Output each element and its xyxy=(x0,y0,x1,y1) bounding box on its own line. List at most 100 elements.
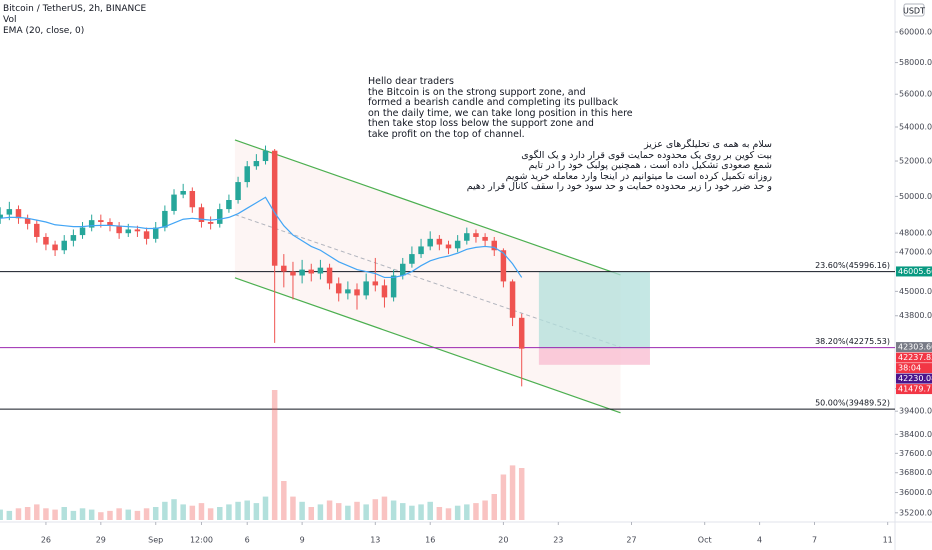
volume-bar xyxy=(418,504,424,520)
volume-bar xyxy=(79,508,86,520)
candle-body xyxy=(363,281,369,296)
volume-bar xyxy=(70,510,77,520)
volume-bar xyxy=(509,465,516,520)
volume-bar xyxy=(381,496,388,520)
annotation-line: the Bitcoin is on the strong support zon… xyxy=(368,86,586,98)
candle-body xyxy=(52,244,58,251)
candle-body xyxy=(98,220,104,222)
candle-body xyxy=(262,150,269,162)
candle-body xyxy=(308,269,315,274)
volume-bar xyxy=(345,505,351,520)
annotation-line: سلام به همه ی تحلیلگرهای عزیز xyxy=(644,139,772,150)
volume-bar xyxy=(162,501,168,520)
volume-bar xyxy=(253,503,260,520)
volume-bar xyxy=(98,512,104,520)
volume-bar xyxy=(445,508,452,520)
volume-bar xyxy=(43,508,49,520)
candle-body xyxy=(482,236,488,241)
price-tag-label: 42237.82 xyxy=(898,353,932,362)
candle-body xyxy=(88,220,95,228)
candle-body xyxy=(24,218,31,224)
annotation-line: شمع صعودی تشکیل داده است ، همچنین پولبک … xyxy=(528,160,772,171)
y-tick-label: 35200.00 xyxy=(899,508,932,517)
candle-body xyxy=(198,207,205,222)
stop-loss-zone xyxy=(538,348,650,365)
volume-bar xyxy=(464,504,470,520)
volume-bar xyxy=(271,390,278,520)
price-tag xyxy=(896,266,932,277)
candle-body xyxy=(427,238,433,247)
candle-body xyxy=(464,233,470,241)
candle-body xyxy=(345,289,351,294)
price-tag-label: 42230.08 xyxy=(898,374,932,383)
volume-bar xyxy=(482,500,488,520)
volume-bar xyxy=(390,500,397,520)
price-tag xyxy=(896,352,932,363)
price-tag xyxy=(896,384,932,395)
candle-body xyxy=(180,190,186,195)
candle-body xyxy=(281,265,287,272)
annotation-line: Hello dear traders xyxy=(368,76,454,87)
annotation: Hello dear traders the Bitcoin is on the … xyxy=(368,76,633,140)
currency-box[interactable] xyxy=(903,3,925,17)
volume-bar xyxy=(198,503,205,520)
price-tag-label: 42303.60 xyxy=(898,343,932,352)
x-tick-label: Oct xyxy=(698,536,712,545)
ema-line xyxy=(0,196,523,279)
y-tick-label: 56000.00 xyxy=(899,90,932,99)
candle-body xyxy=(70,235,77,241)
volume-bar xyxy=(143,508,150,520)
volume-bar xyxy=(24,507,31,520)
volume-bar xyxy=(15,508,22,520)
y-tick-label: 43800.00 xyxy=(899,311,932,320)
y-tick-label: 36800.00 xyxy=(899,468,932,477)
annotation-line: و حد ضرر خود را زیر محدوده حمایت و حد سو… xyxy=(466,181,772,192)
x-tick-label: 12:00 xyxy=(190,536,213,545)
y-tick-label: 54000.00 xyxy=(899,123,932,132)
candle-body xyxy=(34,223,40,237)
volume-bar xyxy=(116,508,122,520)
candle-body xyxy=(0,214,3,219)
x-tick-label: 11 xyxy=(883,536,893,545)
volume-bar xyxy=(326,500,333,520)
currency: USDT xyxy=(903,7,925,16)
volume-bar xyxy=(0,509,3,520)
volume-bar xyxy=(281,481,287,520)
candle-body xyxy=(143,231,150,239)
volume-bar xyxy=(180,504,186,520)
volume-bar xyxy=(262,496,269,520)
candle-body xyxy=(217,209,223,224)
indicator-label: EMA (20, close, 0) xyxy=(3,26,85,36)
volume-bar xyxy=(491,494,497,520)
annotation: سلام به همه ی تحلیلگرهای عزیز بیت کوین بر… xyxy=(466,139,772,193)
candle-body xyxy=(473,233,479,237)
countdown-tag xyxy=(896,363,932,374)
candle-body xyxy=(299,269,305,276)
volume-bar xyxy=(125,509,132,520)
channel-line xyxy=(234,277,621,414)
candle-body xyxy=(509,281,516,318)
candle-body xyxy=(6,209,13,215)
candle-body xyxy=(253,161,260,167)
volume-bar xyxy=(427,501,433,520)
y-tick-label: 52000.00 xyxy=(899,157,932,166)
volume-bar xyxy=(436,507,443,520)
y-tick-label: 38400.00 xyxy=(899,430,932,439)
y-tick-label: 60000.00 xyxy=(899,28,932,37)
volume-bar xyxy=(500,474,507,520)
volume-bar xyxy=(473,503,479,520)
fib-label: 23.60%(45996.16) xyxy=(815,261,890,270)
candle-body xyxy=(290,271,296,276)
candle-body xyxy=(518,317,525,349)
candle-body xyxy=(235,182,241,201)
y-tick-label: 50000.00 xyxy=(899,192,932,201)
volume-bar xyxy=(207,508,214,520)
x-tick-label: 9 xyxy=(300,536,305,545)
candle-body xyxy=(116,225,122,234)
y-tick-label: 45000.00 xyxy=(899,287,932,296)
y-tick-label: 48000.00 xyxy=(899,229,932,238)
candle-body xyxy=(454,240,461,249)
volume-bar xyxy=(189,505,196,520)
